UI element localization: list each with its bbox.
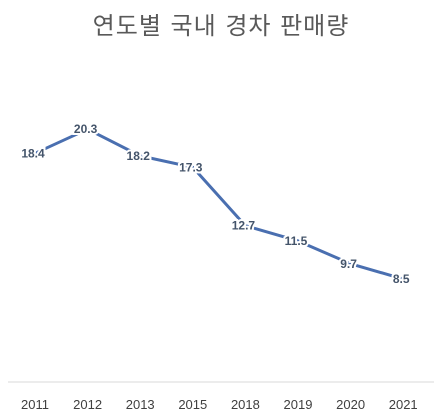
data-label-2019: 11.5 [285, 234, 308, 248]
data-point-2018 [243, 224, 247, 228]
series-line [34, 127, 404, 281]
x-tick-2021: 2021 [389, 397, 418, 412]
data-point-2013 [138, 154, 142, 158]
data-labels: 18.4 20.3 18.2 17.3 12.7 11.5 9.7 8.5 [19, 120, 412, 288]
data-point-2020 [349, 262, 353, 266]
data-point-2011 [33, 151, 37, 155]
data-point-2019 [296, 239, 300, 243]
x-tick-2018: 2018 [231, 397, 260, 412]
x-tick-2019: 2019 [284, 397, 313, 412]
x-tick-labels: 2011 2012 2013 2015 2018 2019 2020 2021 [21, 397, 418, 412]
data-points [33, 127, 405, 281]
data-label-2012: 20.3 [74, 122, 98, 136]
data-point-2012 [86, 127, 90, 131]
x-tick-2015: 2015 [178, 397, 207, 412]
x-tick-2011: 2011 [21, 397, 49, 412]
data-point-2021 [401, 277, 405, 281]
chart-title: 연도별 국내 경차 판매량 [92, 12, 350, 40]
data-label-2021: 8.5 [393, 272, 410, 286]
x-tick-2013: 2013 [126, 397, 155, 412]
data-label-2018: 12.7 [232, 219, 256, 233]
data-label-2013: 18.2 [127, 149, 151, 163]
x-tick-2020: 2020 [336, 397, 365, 412]
data-label-2020: 9.7 [340, 257, 357, 271]
x-tick-2012: 2012 [73, 397, 102, 412]
data-label-2015: 17.3 [179, 160, 203, 174]
data-label-2011: 18.4 [21, 146, 45, 160]
data-point-2015 [191, 165, 195, 169]
